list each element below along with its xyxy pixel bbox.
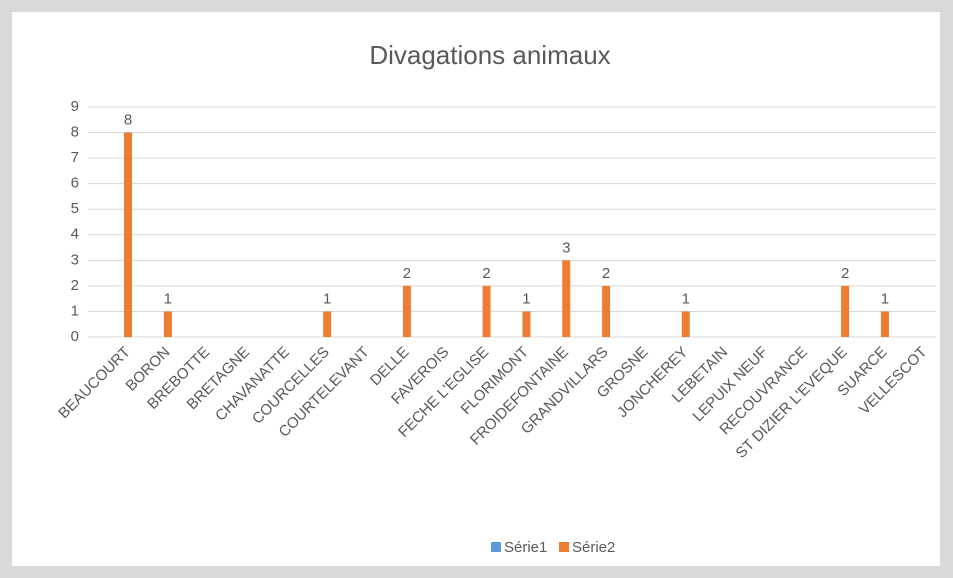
y-tick-label: 7: [71, 149, 79, 166]
y-tick-label: 5: [71, 200, 79, 217]
data-label: 8: [124, 112, 132, 129]
y-tick-label: 6: [71, 175, 79, 192]
chart-area: [12, 12, 940, 566]
data-label: 1: [522, 290, 530, 307]
data-label: 2: [403, 265, 411, 282]
bar: [124, 132, 132, 337]
legend-label: Série1: [504, 539, 547, 556]
bar: [323, 311, 332, 337]
data-label: 2: [841, 265, 849, 282]
y-tick-label: 9: [71, 98, 79, 115]
bar: [681, 311, 690, 337]
bar: [602, 285, 611, 337]
y-tick-label: 2: [71, 277, 79, 294]
bar: [402, 285, 411, 337]
y-tick-label: 4: [71, 226, 79, 243]
data-label: 3: [562, 239, 570, 256]
bar: [562, 260, 571, 337]
bar: [522, 311, 531, 337]
bar: [841, 285, 850, 337]
legend-swatch: [559, 542, 569, 552]
y-tick-label: 1: [71, 302, 79, 319]
data-label: 1: [881, 290, 889, 307]
legend-label: Série2: [572, 539, 615, 556]
bar: [482, 285, 491, 337]
y-tick-label: 0: [71, 328, 79, 345]
bar: [163, 311, 172, 337]
data-label: 1: [164, 290, 172, 307]
data-label: 2: [602, 265, 610, 282]
bar: [880, 311, 889, 337]
y-tick-label: 8: [71, 124, 79, 141]
chart-title: Divagations animaux: [369, 40, 610, 70]
legend-swatch: [491, 542, 501, 552]
data-label: 1: [323, 290, 331, 307]
y-tick-label: 3: [71, 251, 79, 268]
data-label: 2: [482, 265, 490, 282]
data-label: 1: [682, 290, 690, 307]
